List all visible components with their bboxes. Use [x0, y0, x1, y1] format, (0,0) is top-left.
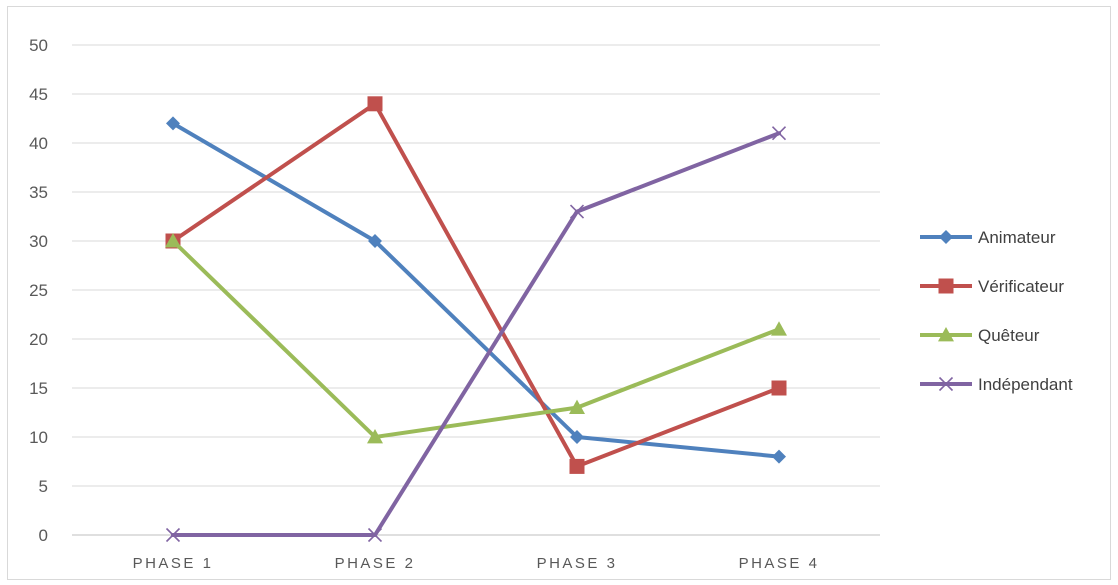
legend-item: Animateur [920, 228, 1056, 247]
data-point [939, 230, 953, 244]
data-point [569, 204, 585, 219]
data-point [166, 116, 180, 131]
legend-item: Vérificateur [920, 277, 1064, 296]
x-tick-label: PHASE 1 [133, 555, 214, 572]
y-tick-label: 35 [29, 183, 48, 202]
y-axis-ticks: 0 5 10 15 20 25 30 35 40 45 50 [29, 36, 48, 545]
legend: Animateur Vérificateur Quêteur Indépendant [920, 228, 1073, 394]
legend-label: Quêteur [978, 326, 1040, 345]
data-point [938, 278, 954, 294]
legend-item: Quêteur [920, 326, 1040, 345]
series-line [171, 131, 781, 537]
y-tick-label: 50 [29, 36, 48, 55]
x-tick-label: PHASE 3 [537, 555, 618, 572]
data-point [569, 458, 585, 474]
data-point [771, 380, 787, 396]
data-point [772, 449, 786, 464]
data-point [368, 234, 382, 248]
y-tick-label: 5 [39, 477, 48, 496]
data-point [938, 376, 954, 392]
data-point [367, 429, 383, 444]
x-tick-label: PHASE 2 [335, 555, 416, 572]
chart-frame [7, 6, 1111, 580]
y-tick-label: 30 [29, 232, 48, 251]
legend-label: Vérificateur [978, 277, 1064, 296]
data-point-stroke [771, 126, 787, 141]
data-point-stroke [367, 527, 383, 543]
data-point [938, 327, 954, 342]
data-point-stroke [165, 527, 181, 543]
series-animateur [166, 116, 786, 464]
series-group [165, 96, 787, 543]
legend-label: Animateur [978, 228, 1056, 247]
gridlines [72, 44, 880, 536]
y-tick-label: 10 [29, 428, 48, 447]
data-point [367, 96, 383, 112]
data-point-stroke [938, 376, 954, 392]
series-indépendant [165, 126, 787, 543]
series-vérificateur [165, 96, 787, 474]
series-line [171, 101, 781, 469]
data-point [367, 527, 383, 543]
legend-label: Indépendant [978, 375, 1073, 394]
legend-item: Indépendant [920, 375, 1073, 394]
y-tick-label: 45 [29, 85, 48, 104]
y-tick-label: 25 [29, 281, 48, 300]
y-tick-label: 20 [29, 330, 48, 349]
x-axis-ticks: PHASE 1 PHASE 2 PHASE 3 PHASE 4 [133, 555, 820, 572]
data-point [165, 233, 181, 248]
y-tick-label: 0 [39, 526, 48, 545]
data-point [165, 527, 181, 543]
data-point-stroke [569, 204, 585, 219]
y-tick-label: 15 [29, 379, 48, 398]
data-point [771, 126, 787, 141]
series-line [171, 121, 781, 459]
data-point [771, 321, 787, 336]
series-quêteur [165, 233, 787, 444]
series-line [171, 239, 781, 439]
y-tick-label: 40 [29, 134, 48, 153]
data-point [570, 430, 584, 444]
data-point [569, 399, 585, 414]
x-tick-label: PHASE 4 [739, 555, 820, 572]
